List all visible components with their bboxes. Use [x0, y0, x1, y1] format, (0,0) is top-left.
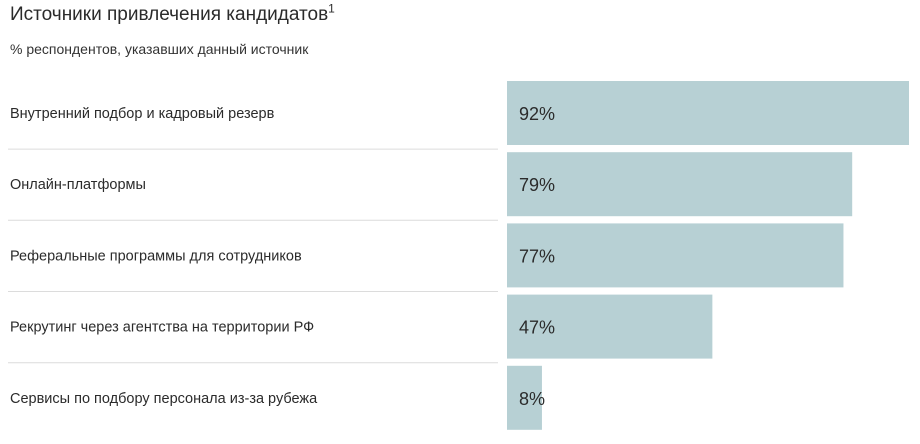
value-label: 92% [519, 104, 555, 124]
bar [507, 152, 853, 217]
bar [507, 223, 844, 288]
bar-row: Онлайн-платформы 79% [8, 152, 853, 221]
value-label: 47% [519, 318, 555, 338]
bar [507, 81, 909, 145]
value-label: 8% [519, 389, 545, 409]
bar-row: Внутренний подбор и кадровый резерв 92% [8, 81, 909, 150]
bar-row: Сервисы по подбору персонала из-за рубеж… [10, 365, 545, 430]
chart-title: Источники привлечения кандидатов1 [10, 1, 335, 25]
title-footnote-marker: 1 [328, 1, 335, 16]
bar [507, 365, 542, 430]
category-label: Рекрутинг через агентства на территории … [10, 320, 314, 336]
category-label: Реферальные программы для сотрудников [10, 248, 302, 264]
bar-row: Реферальные программы для сотрудников 77% [8, 223, 844, 292]
bar [507, 294, 713, 359]
value-label: 79% [519, 175, 555, 195]
category-label: Внутренний подбор и кадровый резерв [10, 106, 275, 122]
category-label: Сервисы по подбору персонала из-за рубеж… [10, 391, 318, 407]
category-label: Онлайн-платформы [10, 177, 146, 193]
value-label: 77% [519, 246, 555, 266]
bar-row: Рекрутинг через агентства на территории … [8, 294, 713, 364]
chart-subtitle: % респондентов, указавших данный источни… [10, 41, 309, 57]
